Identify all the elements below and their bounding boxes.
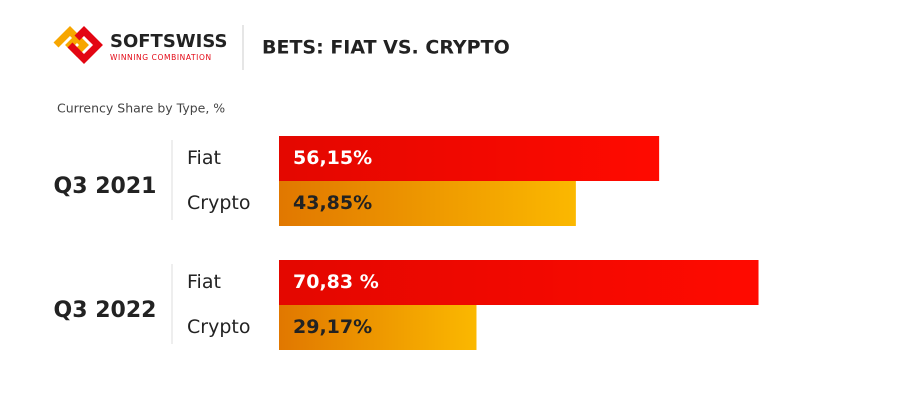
bar-shade	[279, 136, 660, 181]
brand: SOFTSWISS	[110, 31, 227, 52]
category-label: Q3 2022	[54, 298, 157, 323]
bar-shade	[279, 305, 477, 350]
logo-shape	[67, 26, 103, 64]
category-label: Q3 2021	[54, 174, 157, 199]
chart-subtitle: Currency Share by Type, %	[57, 101, 225, 116]
bar-shade	[279, 181, 576, 226]
chart-title: BETS: FIAT VS. CRYPTO	[262, 37, 510, 59]
logo-mark	[53, 26, 103, 64]
value-label: 70,83 %	[293, 271, 379, 293]
series-label: Fiat	[187, 271, 221, 293]
value-label: 43,85%	[293, 192, 372, 214]
logo-shape	[53, 26, 89, 57]
tagline: WINNING COMBINATION	[110, 53, 212, 62]
value-label: 56,15%	[293, 147, 372, 169]
value-label: 29,17%	[293, 316, 372, 338]
series-label: Crypto	[187, 192, 250, 214]
series-label: Fiat	[187, 147, 221, 169]
bar-shade	[279, 260, 759, 305]
series-label: Crypto	[187, 316, 250, 338]
